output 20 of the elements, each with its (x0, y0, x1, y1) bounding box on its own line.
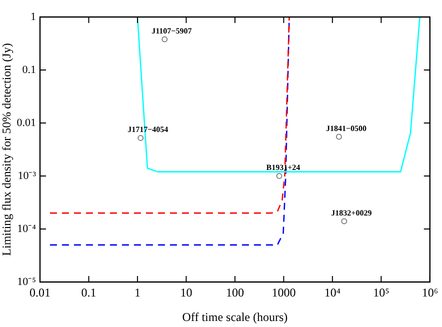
y-tick-label: 0.01 (16, 116, 36, 129)
annotation: J1107−5907 (152, 26, 192, 36)
x-tick-label: 100 (226, 285, 244, 300)
x-tick-label: 10⁵ (373, 285, 390, 300)
x-axis-title: Off time scale (hours) (182, 310, 288, 324)
y-tick-label: 10⁻³ (18, 170, 37, 182)
y-axis-title: Limiting flux density for 50% detection (Jy) (0, 43, 14, 256)
y-tick-label: 1 (30, 10, 36, 23)
x-tick-label: 1000 (272, 285, 296, 300)
annotation: B1931+24 (266, 163, 300, 172)
x-tick-label: 0.1 (81, 285, 96, 300)
y-tick-label: 0.1 (22, 64, 36, 76)
annotation: J1832+0029 (331, 208, 372, 218)
annotation: J1841−0500 (326, 124, 366, 133)
x-tick-label: 10⁴ (324, 285, 341, 300)
x-tick-label: 10⁶ (422, 285, 438, 300)
x-tick-label: 10 (180, 285, 192, 300)
y-tick-label: 10⁻⁴ (17, 222, 36, 235)
x-tick-label: 1 (134, 285, 140, 300)
y-tick-label: 10⁻⁵ (17, 276, 36, 288)
